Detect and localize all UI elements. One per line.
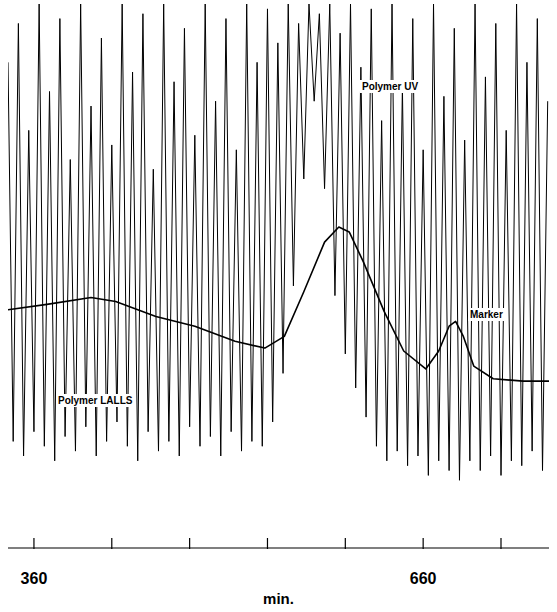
annotation: Marker [470,309,503,320]
tick-label: 660 [410,570,437,587]
label-patch [360,80,420,93]
tick-label: 360 [21,570,48,587]
tick [189,538,190,549]
chart: Polymer UV Marker Polymer LALLS 360 660 min. [0,0,557,612]
tick [500,538,501,549]
plot-area [8,4,549,480]
label-patch [56,394,135,407]
series-line [8,227,549,381]
series-label: Polymer LALLS [58,395,133,406]
series-line [8,4,548,480]
x-axis: 360 660 min. [8,538,549,607]
tick [345,538,346,549]
label-patch [468,308,505,321]
tick [111,538,112,549]
axis-title: min. [263,590,294,607]
labels: Polymer UV Marker Polymer LALLS [56,80,505,407]
series-label: Polymer UV [362,81,418,92]
tick [423,538,424,549]
tick [33,538,34,549]
tick [267,538,268,549]
axis-line [8,547,549,548]
